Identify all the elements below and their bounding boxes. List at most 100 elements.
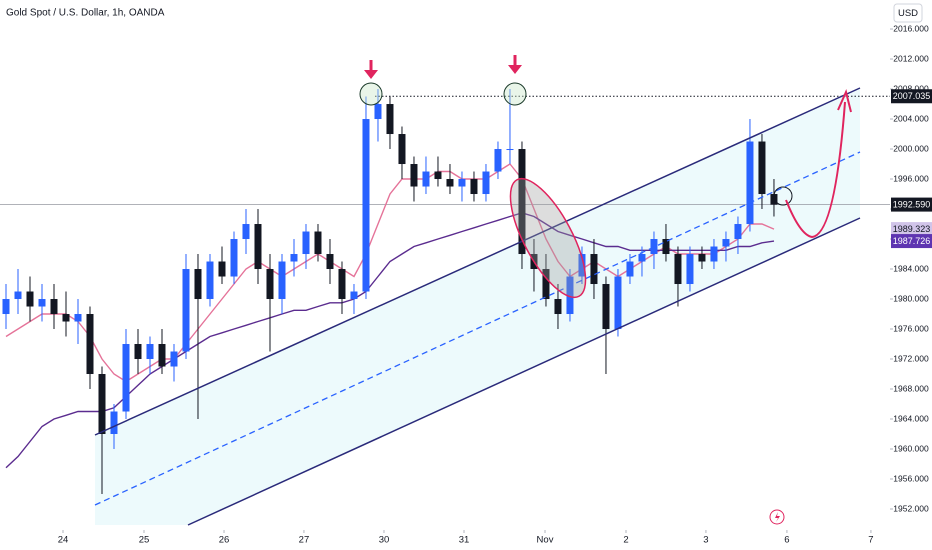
candle-body — [374, 104, 382, 120]
projection-arrow-head — [837, 88, 852, 113]
candle-body — [386, 104, 394, 135]
candle-body — [278, 261, 286, 300]
candle-body — [398, 134, 406, 165]
y-tick-label: 2016.000 — [893, 23, 929, 33]
candle-body — [698, 254, 706, 262]
candle-body — [494, 149, 502, 172]
x-tick-label: 30 — [379, 535, 390, 546]
price-label-box — [891, 234, 932, 249]
candle-body — [62, 314, 70, 322]
channel-mid — [94, 151, 861, 506]
top-circle — [503, 82, 527, 106]
arrow-head — [364, 70, 378, 79]
candle-body — [614, 276, 622, 330]
candle-body — [722, 239, 730, 247]
candle-body — [98, 374, 106, 435]
candle-body — [446, 179, 454, 187]
candle-body — [50, 299, 58, 315]
candle-body — [590, 254, 598, 285]
candle-body — [158, 344, 166, 367]
candle-body — [542, 269, 550, 300]
y-tick-label: 1980.000 — [893, 293, 929, 303]
candle-body — [410, 164, 418, 187]
candle-body — [554, 299, 562, 315]
candle-body — [686, 254, 694, 285]
candle-body — [26, 291, 34, 307]
y-tick-label: 1984.000 — [893, 263, 929, 273]
candle-body — [602, 284, 610, 330]
candle-body — [746, 141, 754, 225]
candle-body — [302, 231, 310, 255]
currency: USD — [898, 8, 918, 19]
channel-lower — [187, 217, 861, 526]
candle-body — [626, 261, 634, 277]
candle-body — [662, 239, 670, 255]
x-tick-label: 27 — [299, 535, 310, 546]
price-label: 1992.590 — [893, 199, 931, 209]
candle-body — [266, 269, 274, 300]
candle-body — [566, 276, 574, 315]
channel-fill — [95, 88, 860, 525]
y-tick-label: 1968.000 — [893, 383, 929, 393]
candle-body — [314, 231, 322, 255]
top-circle — [359, 82, 383, 106]
candle-body — [254, 224, 262, 270]
candle-body — [350, 291, 358, 300]
candle-body — [122, 344, 130, 412]
price-label: 2007.035 — [893, 91, 931, 101]
candle-body — [758, 141, 766, 195]
candle-body — [362, 119, 370, 292]
projection-arrow — [785, 101, 846, 239]
event-icon-bolt — [775, 512, 780, 522]
price-label: 1987.726 — [893, 236, 931, 246]
currency-box — [893, 3, 923, 23]
y-tick-label: 1972.000 — [893, 353, 929, 363]
arrow-head — [508, 65, 522, 74]
candle-body — [710, 246, 718, 262]
channel-upper — [94, 87, 861, 436]
candle-body — [38, 299, 46, 307]
candle-body — [14, 291, 22, 300]
price-label-box — [891, 89, 932, 104]
candle-body — [218, 261, 226, 277]
candle-body — [338, 269, 346, 300]
y-tick-label: 2004.000 — [893, 113, 929, 123]
price-label-box — [891, 197, 932, 212]
current-circle — [773, 186, 793, 206]
candle-body — [734, 224, 742, 240]
x-tick-label: 3 — [703, 535, 708, 546]
y-tick-label: 1996.000 — [893, 173, 929, 183]
candle-body — [230, 239, 238, 277]
x-tick-label: 6 — [784, 535, 789, 546]
x-tick-label: 7 — [868, 535, 873, 546]
candle-body — [674, 254, 682, 285]
highlight-ellipse — [509, 177, 587, 299]
drawings — [94, 55, 861, 526]
candle-body — [638, 254, 646, 262]
candle-body — [182, 269, 190, 352]
time-axis — [0, 530, 932, 550]
moving-average — [5, 212, 775, 469]
x-tick-label: 25 — [139, 535, 150, 546]
chart-title: Gold Spot / U.S. Dollar, 1h, OANDA — [6, 8, 165, 19]
candle-body — [506, 149, 514, 151]
candle-body — [242, 224, 250, 240]
candle-body — [146, 344, 154, 360]
candle-body — [110, 411, 118, 435]
candle-body — [470, 179, 478, 195]
candle-body — [74, 314, 82, 322]
x-tick-label: 31 — [459, 535, 470, 546]
candle-body — [206, 261, 214, 300]
candle-body — [194, 269, 202, 300]
y-tick-label: 2008.000 — [893, 83, 929, 93]
candle-body — [518, 149, 526, 255]
candle-body — [170, 351, 178, 367]
y-tick-label: 1964.000 — [893, 413, 929, 423]
candle-body — [434, 171, 442, 180]
candle-body — [290, 254, 298, 262]
x-tick-label: 24 — [58, 535, 69, 546]
candle-body — [134, 344, 142, 360]
candle-body — [458, 179, 466, 187]
